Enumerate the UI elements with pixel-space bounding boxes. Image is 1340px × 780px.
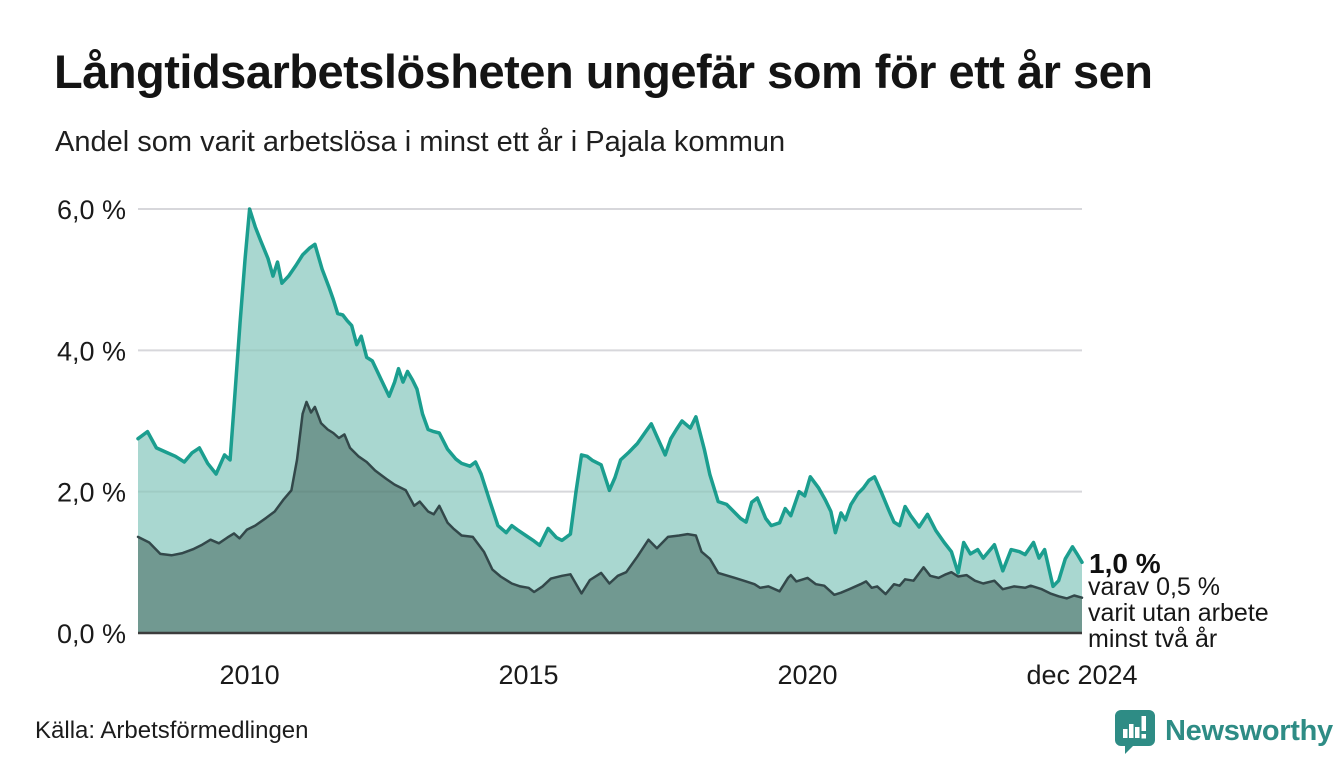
source-caption: Källa: Arbetsförmedlingen: [35, 717, 309, 744]
line-series-1: [136, 400, 1084, 600]
chart-subtitle: Andel som varit arbetslösa i minst ett å…: [55, 126, 786, 158]
y-tick-label-0: 0,0 %: [57, 619, 126, 649]
y-tick-label-2: 2,0 %: [57, 478, 126, 508]
y-tick-label-6: 6,0 %: [57, 195, 126, 225]
newsworthy-logo: Newsworthy: [1115, 708, 1333, 754]
newsworthy-wordmark: Newsworthy: [1165, 714, 1333, 747]
area-series-1: [138, 401, 1082, 633]
x-tick-label-2020: 2020: [777, 660, 837, 690]
line-series-0: [136, 207, 1084, 589]
newsworthy-logo-icon: [1115, 710, 1155, 754]
annotation-line-3: minst två år: [1088, 625, 1218, 653]
x-tick-label-2015: 2015: [499, 660, 559, 690]
y-tick-label-4: 4,0 %: [57, 336, 126, 366]
series-secondary-annotation: varav 0,5 % varit utan arbete minst två …: [1088, 574, 1269, 652]
page-title: Långtidsarbetslösheten ungefär som för e…: [54, 45, 1153, 98]
annotation-line-2: varit utan arbete: [1088, 599, 1269, 627]
x-tick-label-dec-2024: dec 2024: [1026, 660, 1137, 690]
annotation-line-1: varav 0,5 %: [1088, 573, 1221, 601]
series-end-value-label: 1,0 %: [1089, 548, 1161, 579]
x-tick-label-2010: 2010: [220, 660, 280, 690]
